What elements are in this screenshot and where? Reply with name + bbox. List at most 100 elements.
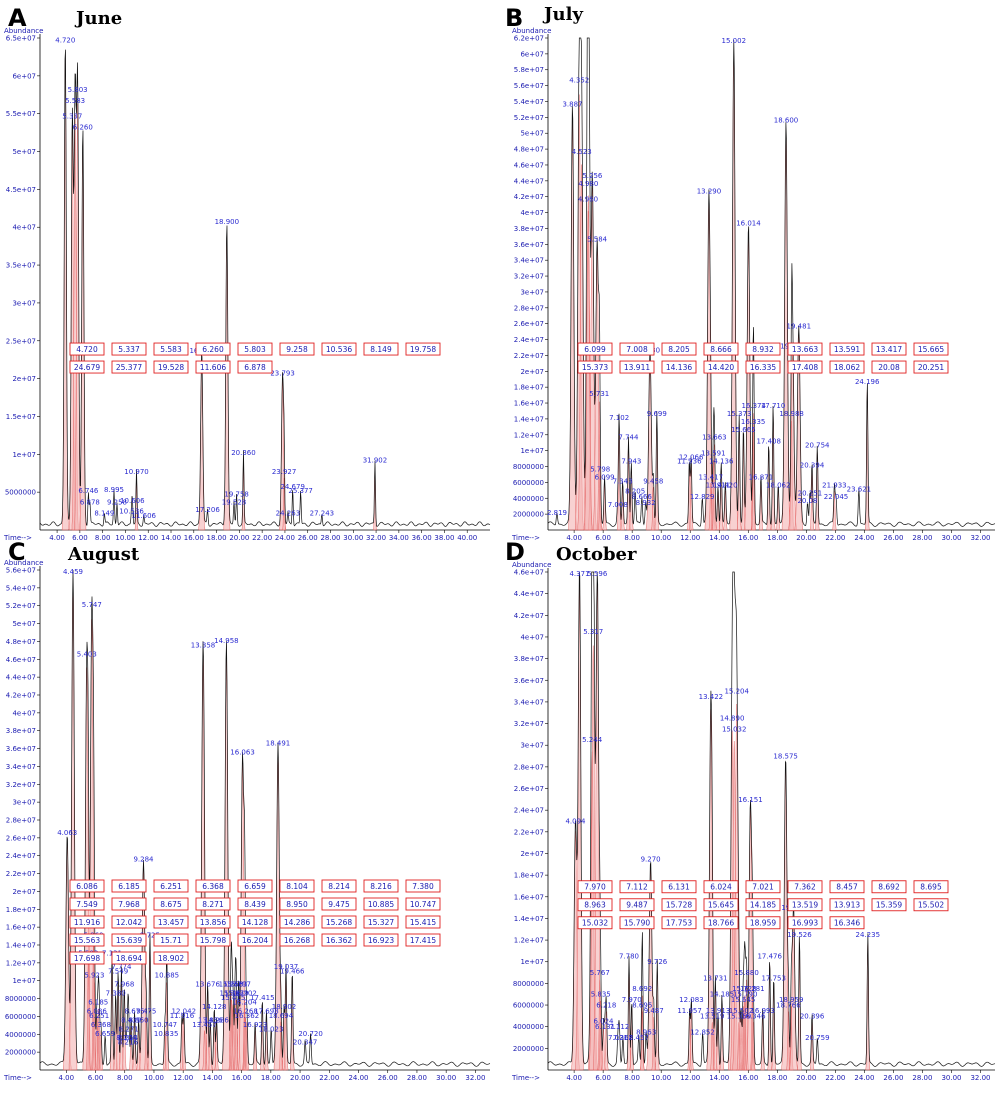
integration-area [601, 1027, 606, 1071]
y-tick-label: 4.6e+07 [514, 161, 544, 169]
y-tick-label: 1.8e+07 [514, 384, 544, 392]
peak-box-label: 9.258 [286, 345, 308, 354]
peak-box [829, 880, 865, 894]
x-tick-label: 14.00 [709, 534, 729, 542]
peak-box-label: 16.923 [368, 936, 394, 945]
integration-area [832, 491, 837, 531]
peak-box-label: 8.675 [160, 900, 182, 909]
x-tick-label: 12.00 [680, 534, 700, 542]
peak-box [363, 342, 399, 356]
peak-box-label: 13.591 [834, 345, 860, 354]
peak-box-label: 13.913 [834, 901, 860, 910]
peak-label: 14.185 [710, 991, 735, 999]
peak-label: 4.094 [565, 817, 586, 825]
y-tick-label: 1.4e+07 [514, 915, 544, 923]
peak-label: 16.063 [230, 749, 255, 757]
y-tick-label: 1.4e+07 [6, 942, 36, 950]
peak-label: 15.204 [724, 688, 749, 696]
peak-box-label: 8.963 [584, 901, 606, 910]
peak-label: 18.062 [766, 481, 791, 489]
y-tick-label: 2.4e+07 [6, 852, 36, 860]
peak-label: 6.185 [88, 999, 108, 1007]
peak-label: 7.549 [108, 967, 128, 975]
peak-box [577, 880, 613, 894]
peak-box-label: 15.359 [876, 901, 902, 910]
peak-box-label: 4.720 [76, 345, 98, 354]
peak-label: 5.317 [583, 628, 603, 636]
peak-box [405, 897, 441, 911]
peak-label: 9.475 [136, 1007, 156, 1015]
peak-box [661, 360, 697, 374]
peak-box-label: 7.968 [118, 900, 140, 909]
y-tick-label: 1.5e+07 [6, 413, 36, 421]
peak-label: 7.008 [608, 501, 628, 509]
peak-box-label: 8.216 [370, 882, 392, 891]
y-tick-label: 5.4e+07 [6, 584, 36, 592]
y-tick-label: 2000000 [513, 511, 544, 519]
peak-label: 19.037 [274, 963, 299, 971]
peak-box [363, 933, 399, 947]
peak-box-label: 9.487 [626, 901, 648, 910]
peak-label: 13.358 [191, 641, 216, 649]
y-tick-label: 3.5e+07 [6, 262, 36, 270]
peak-label: 7.970 [622, 996, 642, 1004]
peak-box [237, 360, 273, 374]
peak-label: 6.086 [87, 1007, 108, 1015]
peak-label: 15.797 [226, 981, 251, 989]
peak-box-label: 8.271 [202, 900, 224, 909]
x-tick-label: 28.00 [407, 1074, 427, 1082]
peak-box [661, 342, 697, 356]
peak-label: 6.368 [91, 1021, 111, 1029]
x-tick-label: 14.00 [709, 1074, 729, 1082]
x-tick-label: 20.00 [796, 1074, 816, 1082]
peak-label: 23.621 [847, 485, 872, 493]
x-tick-label: 18.00 [207, 534, 227, 542]
peak-label: 7.102 [609, 414, 629, 422]
peak-label: 20.360 [231, 449, 256, 457]
y-tick-label: 6e+07 [520, 50, 544, 58]
x-tick-label: 30.00 [941, 534, 961, 542]
peak-box-label: 18.959 [750, 919, 776, 928]
peak-label: 4.980 [578, 180, 598, 188]
peak-box [153, 915, 189, 929]
peak-box [195, 360, 231, 374]
peak-label: 12.066 [679, 454, 704, 462]
peak-box [195, 897, 231, 911]
peak-box [661, 880, 697, 894]
peak-box [619, 342, 655, 356]
peak-box-label: 6.086 [76, 882, 98, 891]
peak-box [195, 915, 231, 929]
peak-box [321, 915, 357, 929]
y-tick-label: 5e+07 [12, 620, 36, 628]
peak-box [703, 880, 739, 894]
peak-label: 9.487 [644, 1007, 664, 1015]
peak-box-label: 15.665 [918, 345, 944, 354]
y-tick-label: 6e+07 [12, 72, 36, 80]
peak-box-label: 7.021 [752, 883, 774, 892]
y-tick-label: 3.2e+07 [514, 273, 544, 281]
peak-box [237, 342, 273, 356]
peak-box [111, 915, 147, 929]
peak-label: 16.151 [738, 796, 763, 804]
y-tick-label: 6000000 [5, 1013, 36, 1021]
y-tick-label: 5e+07 [12, 148, 36, 156]
peak-label: 6.878 [80, 498, 100, 506]
peak-label: 5.583 [65, 97, 85, 105]
peak-box [661, 898, 697, 912]
peak-box-label: 13.663 [792, 345, 818, 354]
y-tick-label: 5.6e+07 [6, 567, 36, 575]
x-tick-label: 30.00 [436, 1074, 456, 1082]
peak-box-label: 7.970 [584, 883, 606, 892]
peak-box [787, 360, 823, 374]
x-tick-label: 26.00 [378, 1074, 398, 1082]
peak-label: 20.754 [805, 442, 830, 450]
peak-label: 7.380 [106, 990, 126, 998]
y-tick-label: 3.2e+07 [6, 781, 36, 789]
peak-box [787, 342, 823, 356]
peak-box [69, 342, 105, 356]
peak-box [237, 933, 273, 947]
peak-box-label: 15.645 [708, 901, 734, 910]
peak-box [279, 915, 315, 929]
peak-label: 6.260 [73, 124, 93, 132]
x-tick-label: 32.00 [465, 1074, 485, 1082]
